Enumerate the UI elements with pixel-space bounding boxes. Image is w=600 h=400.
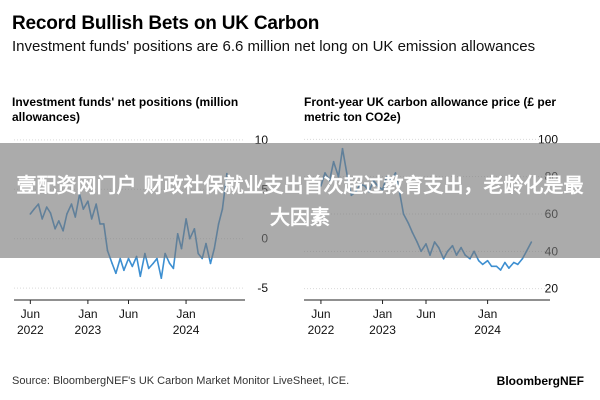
x-tick-label: 2023 (369, 323, 396, 337)
x-tick-label: 2024 (474, 323, 501, 337)
data-point (119, 257, 121, 260)
data-point (160, 277, 163, 280)
data-point (201, 257, 203, 260)
data-point (495, 265, 498, 268)
data-point (442, 258, 445, 260)
data-point (172, 267, 175, 270)
left-panel-title: Investment funds' net positions (million… (12, 95, 239, 124)
x-tick-label: Jan (176, 307, 195, 321)
data-point (521, 258, 524, 260)
data-point (127, 257, 130, 260)
data-point (469, 258, 471, 260)
data-point (513, 261, 515, 264)
overlay-banner-text: 壹配资网门户 财政社保就业支出首次超过教育支出，老龄化是最大因素 (16, 173, 584, 229)
x-tick-label: 2022 (17, 323, 44, 337)
data-point (517, 263, 519, 266)
data-point (152, 262, 154, 265)
x-tick-label: Jun (416, 307, 435, 321)
data-point (209, 262, 212, 265)
data-point (499, 269, 502, 271)
brand-logo: BloombergNEF (496, 374, 584, 388)
chart-title: Record Bullish Bets on UK Carbon (12, 13, 320, 34)
y-tick-label: 20 (545, 282, 559, 296)
source-note: Source: BloombergNEF's UK Carbon Market … (12, 375, 350, 387)
x-tick-label: Jun (119, 307, 138, 321)
data-point (139, 275, 142, 278)
x-tick-label: 2022 (308, 323, 335, 337)
y-tick-label: -5 (257, 281, 268, 295)
data-point (131, 265, 134, 268)
y-tick-label: 100 (538, 132, 558, 146)
data-point (481, 263, 484, 266)
data-point (156, 257, 158, 260)
data-point (508, 267, 510, 269)
data-point (115, 272, 117, 275)
data-point (486, 259, 489, 262)
right-panel-title: Front-year UK carbon allowance price (£ … (304, 95, 557, 124)
data-point (123, 269, 125, 272)
x-tick-label: 2023 (75, 323, 102, 337)
overlay-banner: 壹配资网门户 财政社保就业支出首次超过教育支出，老龄化是最大因素 (0, 143, 600, 258)
data-point (147, 267, 150, 270)
data-point (490, 265, 493, 268)
data-point (504, 261, 506, 264)
data-point (477, 259, 480, 262)
x-tick-label: Jan (78, 307, 97, 321)
x-tick-label: 2024 (173, 323, 200, 337)
data-point (168, 262, 171, 265)
x-tick-label: Jun (21, 307, 40, 321)
x-tick-label: Jan (373, 307, 392, 321)
chart-subtitle: Investment funds' positions are 6.6 mill… (12, 38, 536, 55)
x-tick-label: Jan (478, 307, 497, 321)
x-tick-label: Jun (311, 307, 330, 321)
data-point (111, 262, 113, 265)
